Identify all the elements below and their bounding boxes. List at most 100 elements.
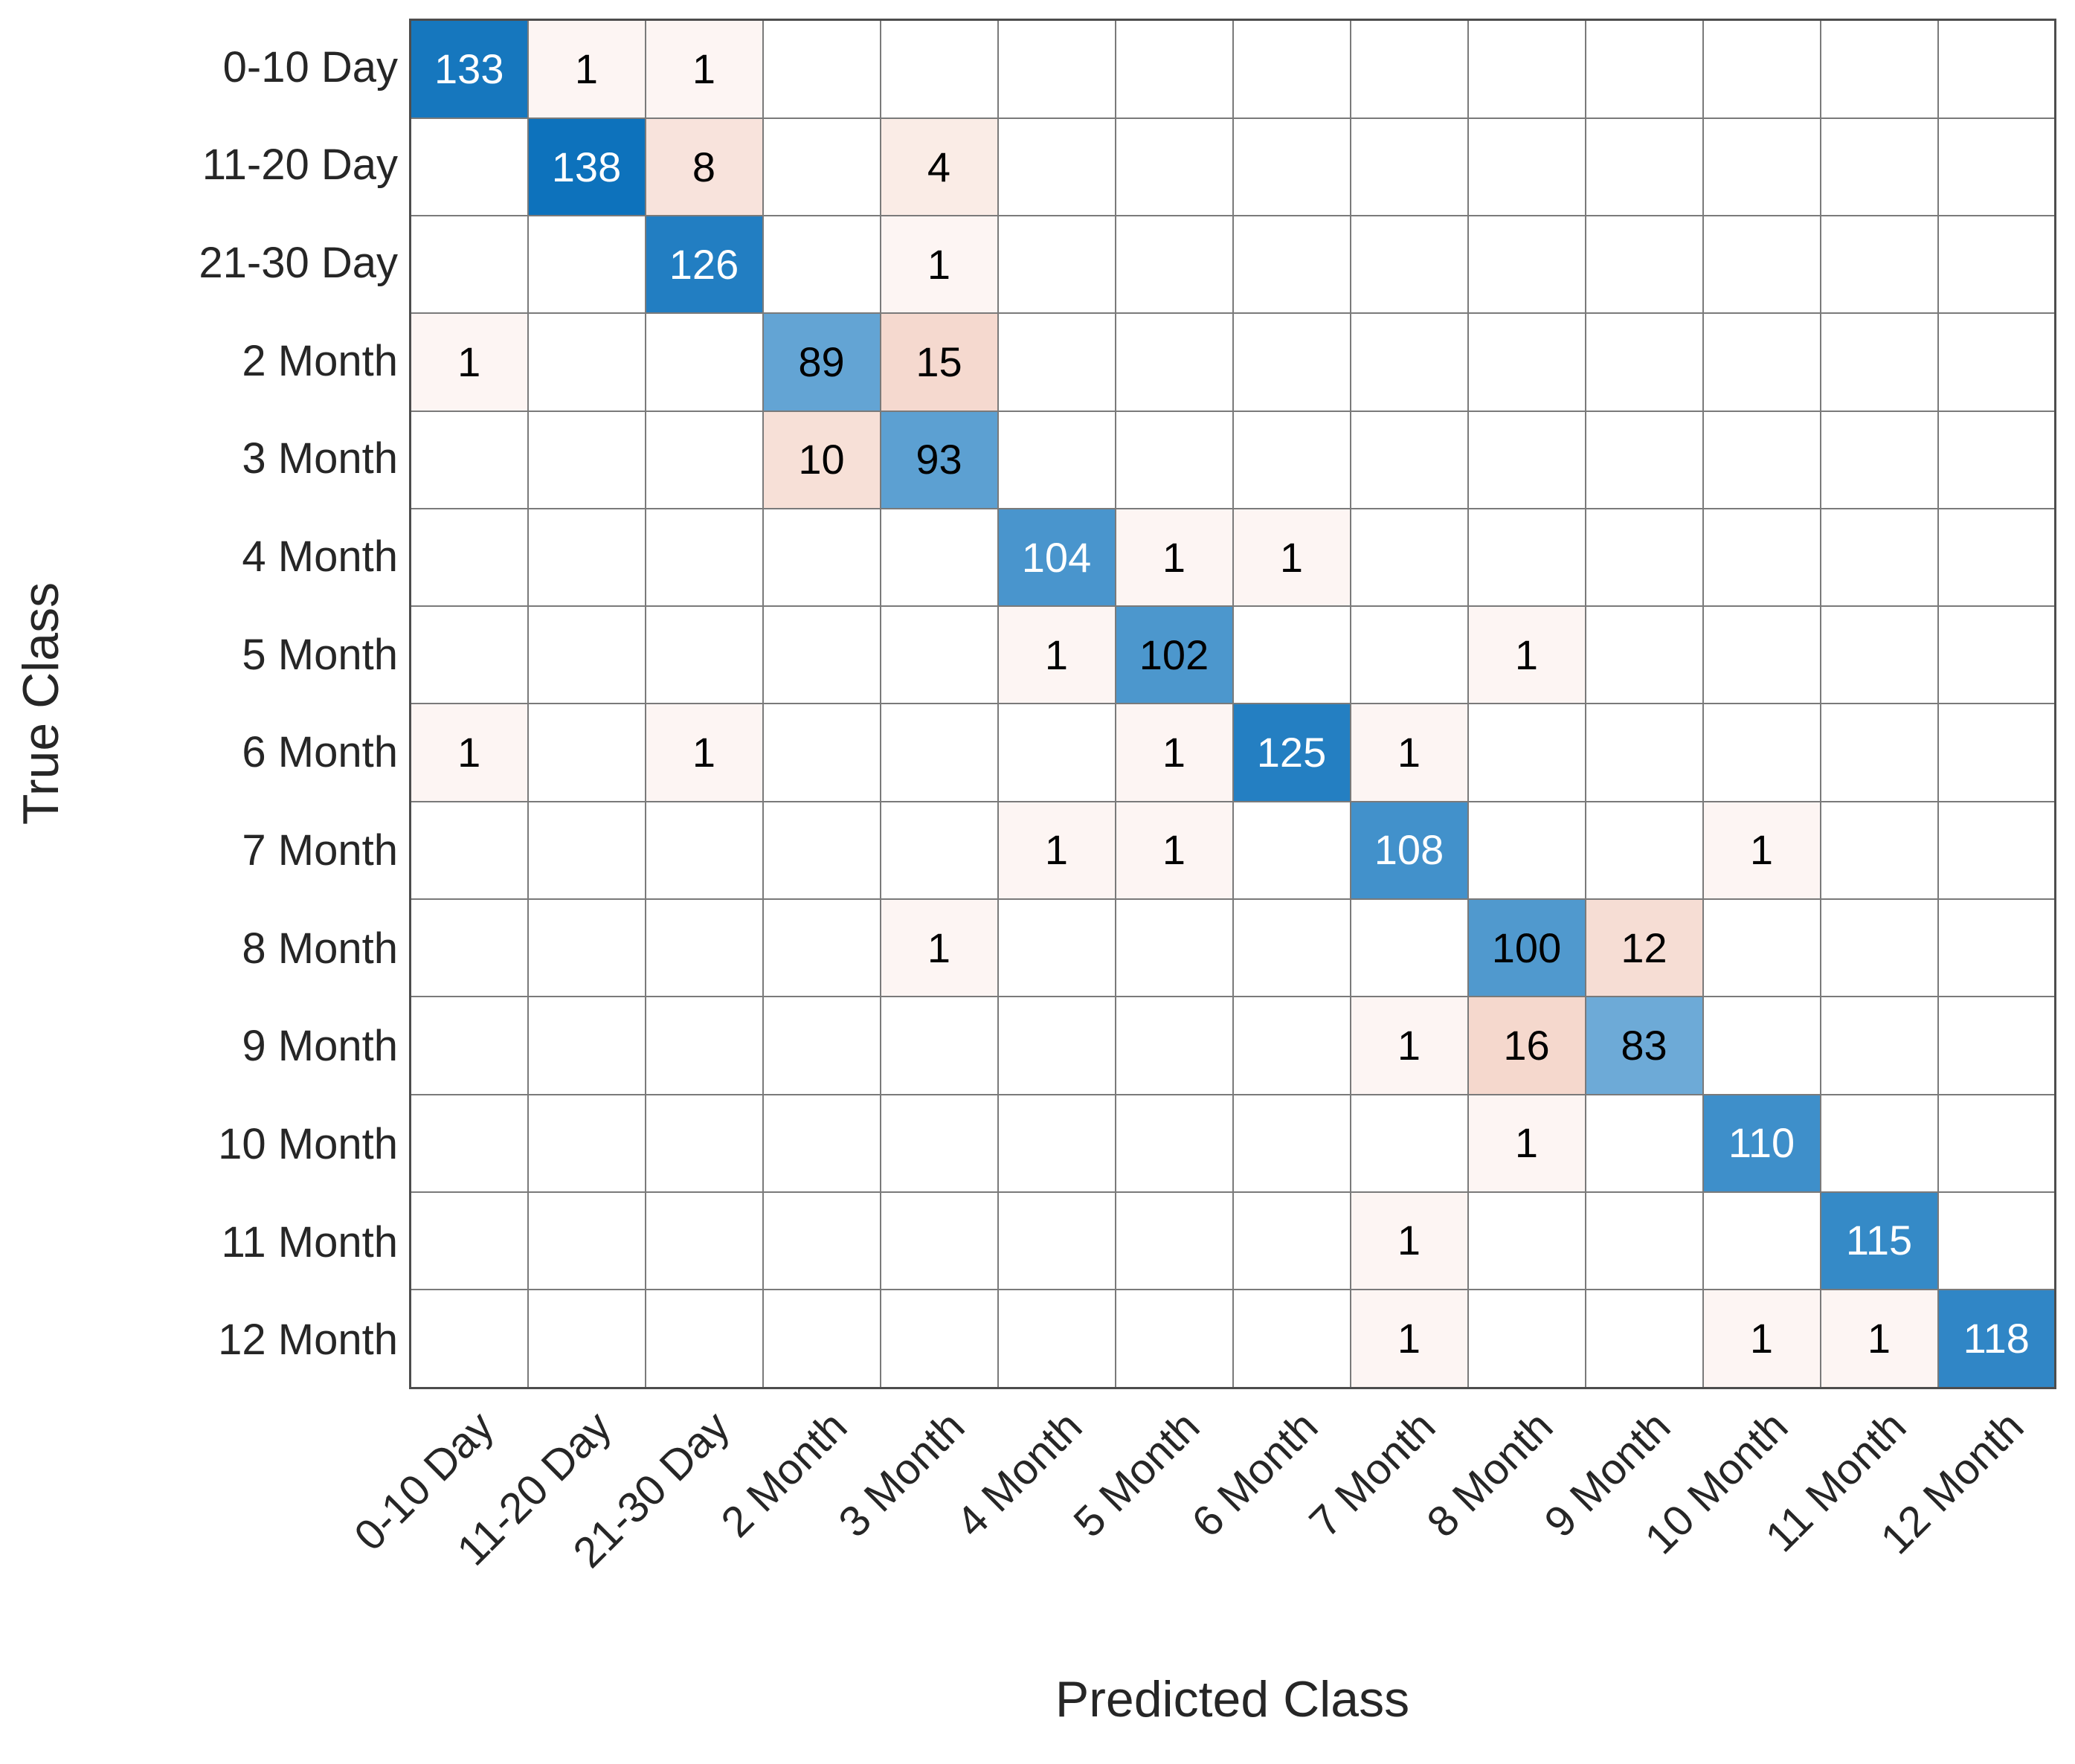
- matrix-row: 10 93: [409, 410, 2056, 509]
- matrix-cell-empty: [1937, 1093, 2056, 1193]
- matrix-cell-empty: [1584, 312, 1704, 412]
- matrix-cell-empty: [1114, 312, 1234, 412]
- matrix-cell-empty: [1584, 19, 1704, 119]
- matrix-cell-empty: [1937, 605, 2056, 705]
- matrix-cell-empty: [1114, 996, 1234, 1095]
- matrix-cell: 104: [997, 507, 1116, 608]
- matrix-cell: 10: [762, 410, 881, 509]
- matrix-cell: 1: [879, 215, 999, 315]
- matrix-cell-empty: [997, 996, 1116, 1095]
- matrix-cell-empty: [527, 312, 646, 412]
- matrix-cell-empty: [879, 507, 999, 608]
- matrix-cell: 1: [644, 19, 764, 119]
- matrix-cell-empty: [409, 410, 529, 509]
- matrix-cell: 15: [879, 312, 999, 412]
- matrix-cell: 125: [1232, 703, 1351, 802]
- matrix-cell: 108: [1349, 800, 1469, 901]
- matrix-cell-empty: [879, 19, 999, 119]
- matrix-cell-empty: [1702, 898, 1821, 998]
- matrix-cell-empty: [1349, 19, 1469, 119]
- matrix-cell-empty: [879, 605, 999, 705]
- matrix-cell-empty: [1937, 215, 2056, 315]
- matrix-cell-empty: [1232, 996, 1351, 1095]
- matrix-cell-empty: [762, 1191, 881, 1291]
- matrix-cell-empty: [527, 410, 646, 509]
- matrix-cell-empty: [1702, 117, 1821, 217]
- matrix-cell: 1: [1467, 1093, 1586, 1193]
- matrix-cell-empty: [1702, 312, 1821, 412]
- matrix-cell-empty: [1349, 117, 1469, 217]
- matrix-cell-empty: [409, 507, 529, 608]
- matrix-cell: 1: [1467, 605, 1586, 705]
- matrix-cell-empty: [409, 117, 529, 217]
- matrix-cell-empty: [644, 605, 764, 705]
- matrix-cell-empty: [879, 1191, 999, 1291]
- matrix-cell-empty: [762, 605, 881, 705]
- matrix-cell-empty: [1349, 1093, 1469, 1193]
- matrix-row: 1 102 1: [409, 605, 2056, 705]
- matrix-cell: 83: [1584, 996, 1704, 1095]
- matrix-cell: 1: [1114, 507, 1234, 608]
- matrix-cell-empty: [1349, 410, 1469, 509]
- matrix-cell-empty: [644, 507, 764, 608]
- matrix-cell-empty: [1232, 1093, 1351, 1193]
- matrix-cell-empty: [1467, 215, 1586, 315]
- matrix-cell-empty: [997, 19, 1116, 119]
- matrix-cell-empty: [762, 507, 881, 608]
- matrix-cell-empty: [1467, 1191, 1586, 1291]
- matrix-cell: 1: [527, 19, 646, 119]
- matrix-cell-empty: [1349, 215, 1469, 315]
- matrix-cell-empty: [997, 703, 1116, 802]
- matrix-row: 1 1 1 125 1: [409, 703, 2056, 802]
- matrix-cell-empty: [762, 898, 881, 998]
- matrix-row: 1 1 108 1: [409, 800, 2056, 901]
- matrix-cell-empty: [1114, 1289, 1234, 1389]
- matrix-cell-empty: [1819, 117, 1939, 217]
- matrix-cell: 138: [527, 117, 646, 217]
- matrix-cell-empty: [1819, 410, 1939, 509]
- matrix-cell-empty: [1467, 19, 1586, 119]
- matrix-cell-empty: [1232, 215, 1351, 315]
- matrix-cell-empty: [1232, 19, 1351, 119]
- matrix-cell-empty: [1937, 800, 2056, 901]
- matrix-cell-empty: [1349, 898, 1469, 998]
- matrix-cell-empty: [997, 1191, 1116, 1291]
- matrix-row: 104 1 1: [409, 507, 2056, 608]
- matrix-cell-empty: [527, 1289, 646, 1389]
- matrix-cell-empty: [1702, 507, 1821, 608]
- matrix-cell: 12: [1584, 898, 1704, 998]
- matrix-cell-empty: [1114, 19, 1234, 119]
- matrix-cell: 126: [644, 215, 764, 315]
- matrix-row: 133 1 1: [409, 19, 2056, 119]
- matrix-cell-empty: [1937, 19, 2056, 119]
- matrix-cell-empty: [762, 1289, 881, 1389]
- matrix-cell-empty: [1819, 507, 1939, 608]
- matrix-cell-empty: [762, 1093, 881, 1193]
- matrix-cell-empty: [1937, 703, 2056, 802]
- matrix-cell-empty: [409, 800, 529, 901]
- matrix-cell-empty: [1819, 996, 1939, 1095]
- matrix-cell: 1: [1232, 507, 1351, 608]
- matrix-cell: 1: [1349, 703, 1469, 802]
- matrix-cell-empty: [1467, 312, 1586, 412]
- matrix-row: 1 89 15: [409, 312, 2056, 412]
- matrix-cell: 1: [1702, 800, 1821, 901]
- y-axis-title: True Class: [13, 582, 69, 825]
- matrix-cell-empty: [1819, 898, 1939, 998]
- matrix-cell-empty: [527, 1093, 646, 1193]
- matrix-cell-empty: [1584, 703, 1704, 802]
- matrix-cell-empty: [409, 996, 529, 1095]
- matrix-cell-empty: [644, 1289, 764, 1389]
- matrix-cell-empty: [1584, 1191, 1704, 1291]
- matrix-cell-empty: [1467, 410, 1586, 509]
- matrix-cell-empty: [997, 312, 1116, 412]
- matrix-cell: 110: [1702, 1093, 1821, 1193]
- matrix-cell-empty: [527, 703, 646, 802]
- matrix-cell-empty: [997, 1289, 1116, 1389]
- matrix-cell-empty: [1232, 117, 1351, 217]
- matrix-cell-empty: [997, 117, 1116, 217]
- y-tick-label: 2 Month: [242, 336, 398, 385]
- matrix-cell-empty: [644, 1093, 764, 1193]
- matrix-cell-empty: [1584, 215, 1704, 315]
